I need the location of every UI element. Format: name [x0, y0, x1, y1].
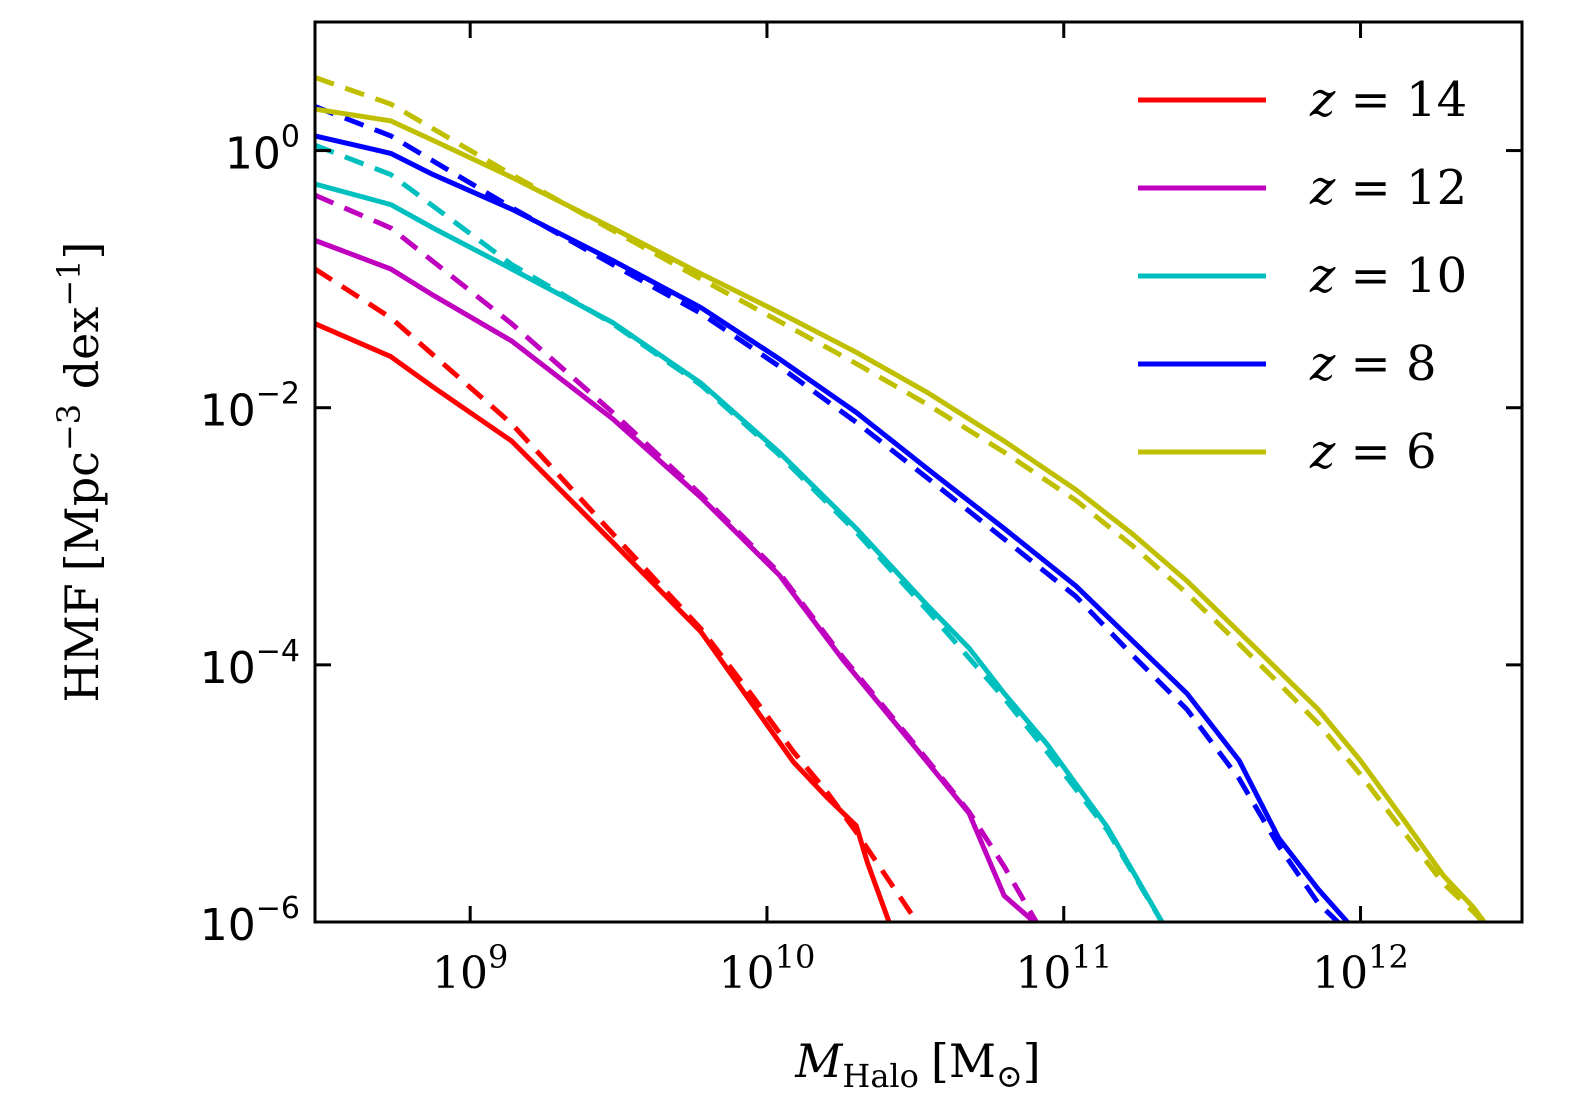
- y-axis-label: HMF[Mpc−3 dex−1]: [50, 242, 109, 703]
- y-tick-label: 10−4: [200, 634, 300, 694]
- legend-label-z14: z = 14: [1309, 72, 1467, 128]
- series-z10-solid-line: [315, 181, 1165, 922]
- legend-label-z10: z = 10: [1309, 248, 1467, 304]
- x-tick-label: 109: [432, 938, 508, 999]
- y-tick-label: 10−6: [200, 891, 300, 951]
- x-tick-label: 1012: [1312, 938, 1409, 999]
- y-tick-label: 10−2: [200, 377, 300, 437]
- y-tick-label: 100: [225, 120, 300, 180]
- x-tick-label: 1010: [719, 938, 816, 999]
- legend-label-z12: z = 12: [1309, 160, 1467, 216]
- series-z14-solid-line: [315, 321, 892, 922]
- series-z6-solid-line: [315, 106, 1488, 922]
- x-axis-label: MHalo [M⊙]: [794, 1034, 1040, 1095]
- series-z12-dashed-line: [315, 192, 1040, 922]
- series-z14-dashed-line: [315, 266, 920, 922]
- x-tick-label: 1011: [1015, 938, 1112, 999]
- ticks-layer: 109 1010 1011 1012 100 10−2 10−4 10−6: [200, 22, 1522, 999]
- plot-frame: [313, 20, 1524, 924]
- legend: z = 14 z = 12 z = 10 z = 8 z = 6: [1138, 72, 1467, 480]
- series-z12-solid-line: [315, 238, 1039, 922]
- legend-label-z6: z = 6: [1309, 424, 1437, 480]
- legend-label-z8: z = 8: [1309, 336, 1437, 392]
- series-layer: [315, 75, 1488, 922]
- series-z8-dashed-line: [315, 104, 1342, 922]
- series-z8-solid-line: [315, 133, 1351, 922]
